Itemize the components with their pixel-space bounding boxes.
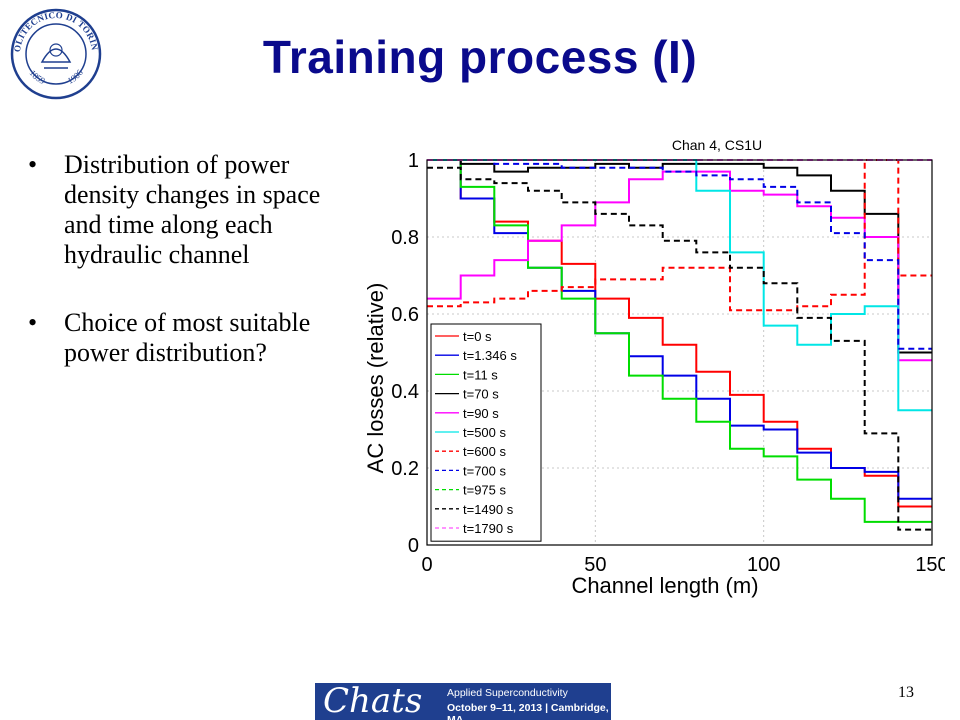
legend-label: t=600 s bbox=[463, 444, 507, 459]
banner-line-1: Applied Superconductivity bbox=[447, 687, 568, 699]
bullet-item: • Distribution of power density changes … bbox=[28, 150, 348, 270]
page-number: 13 bbox=[898, 684, 914, 701]
plot-frame bbox=[426, 159, 933, 546]
politecnico-logo: POLITECNICO DI TORINO 1859 1906 bbox=[8, 6, 102, 100]
chart-x-axis-label: Channel length (m) bbox=[571, 573, 758, 598]
bullet-item: • Choice of most suitable power distribu… bbox=[28, 308, 348, 368]
bullet-list: • Distribution of power density changes … bbox=[28, 150, 348, 406]
banner-logo: Chats bbox=[323, 683, 423, 720]
bullet-dot-icon: • bbox=[28, 308, 38, 337]
banner-line-2: October 9–11, 2013 | Cambridge, MA bbox=[447, 702, 609, 720]
series-line bbox=[427, 159, 932, 350]
series-line bbox=[427, 170, 932, 362]
y-tick-label: 0.8 bbox=[391, 227, 419, 249]
series-line bbox=[427, 159, 932, 354]
legend-label: t=1790 s bbox=[463, 521, 514, 536]
x-tick-label: 150 bbox=[915, 554, 945, 576]
bullet-text: Distribution of power density changes in… bbox=[64, 150, 321, 269]
slide-title: Training process (I) bbox=[262, 31, 698, 83]
chart-title: Chan 4, CS1U bbox=[672, 137, 762, 153]
x-tick-label: 100 bbox=[747, 554, 780, 576]
y-tick-label: 0.6 bbox=[391, 304, 419, 326]
legend-label: t=1.346 s bbox=[463, 348, 517, 363]
y-tick-label: 0.2 bbox=[391, 458, 419, 480]
series-line bbox=[427, 159, 932, 523]
x-tick-label: 50 bbox=[584, 554, 606, 576]
ac-losses-chart: Chan 4, CS1U AC losses (relative) Channe… bbox=[355, 130, 949, 605]
series-line bbox=[427, 159, 932, 500]
chart-svg: Chan 4, CS1U AC losses (relative) Channe… bbox=[363, 137, 949, 598]
legend-label: t=975 s bbox=[463, 483, 507, 498]
legend-label: t=90 s bbox=[463, 406, 499, 421]
chart-y-axis-label: AC losses (relative) bbox=[363, 283, 388, 474]
legend-label: t=11 s bbox=[463, 367, 498, 382]
legend-label: t=70 s bbox=[463, 387, 499, 402]
legend-label: t=1490 s bbox=[463, 502, 514, 517]
legend-label: t=0 s bbox=[463, 329, 492, 344]
y-tick-label: 1 bbox=[408, 150, 419, 172]
bullet-dot-icon: • bbox=[28, 150, 38, 179]
y-tick-label: 0 bbox=[408, 535, 419, 557]
y-tick-label: 0.4 bbox=[391, 381, 419, 403]
x-tick-label: 0 bbox=[421, 554, 432, 576]
conference-banner: Chats Applied Superconductivity October … bbox=[315, 683, 611, 720]
bullet-text: Choice of most suitable power distributi… bbox=[64, 308, 311, 367]
series-line bbox=[427, 159, 932, 312]
legend-label: t=500 s bbox=[463, 425, 507, 440]
legend-label: t=700 s bbox=[463, 463, 507, 478]
series-line bbox=[427, 166, 932, 531]
